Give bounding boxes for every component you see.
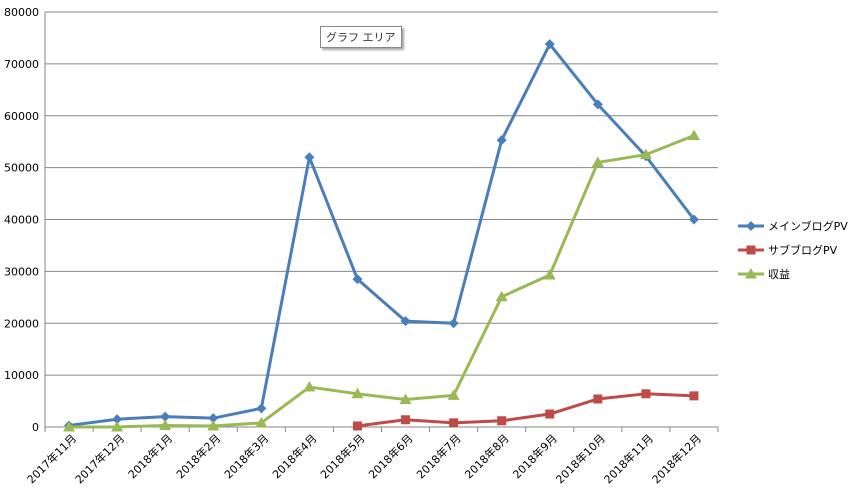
data-point — [496, 135, 507, 146]
y-tick-label: 0 — [32, 421, 39, 434]
x-tick-label: 2018年6月 — [365, 431, 415, 481]
x-tick-label: 2018年11月 — [601, 431, 656, 486]
chart-area-tooltip: グラフ エリア — [320, 26, 402, 48]
legend-label: 収益 — [768, 267, 790, 281]
y-tick-label: 70000 — [4, 58, 39, 71]
data-point — [497, 416, 507, 426]
x-tick-label: 2017年12月 — [72, 431, 127, 486]
x-tick-label: 2018年4月 — [269, 431, 319, 481]
x-tick-label: 2018年9月 — [510, 431, 560, 481]
data-point — [689, 391, 699, 401]
y-tick-label: 50000 — [4, 162, 39, 175]
data-point — [63, 421, 76, 432]
x-tick-label: 2018年12月 — [649, 431, 704, 486]
data-point — [448, 318, 459, 329]
data-point — [543, 269, 556, 280]
y-tick-label: 80000 — [4, 6, 39, 19]
legend-marker — [745, 268, 757, 279]
data-point — [641, 389, 651, 399]
data-point — [352, 421, 362, 431]
legend-label: サブブログPV — [768, 243, 838, 257]
data-point — [303, 381, 316, 392]
data-point — [159, 419, 172, 430]
series-line-3 — [69, 134, 695, 429]
x-tick-label: 2018年8月 — [462, 431, 512, 481]
data-point — [545, 409, 555, 419]
data-point — [111, 421, 124, 432]
data-point — [447, 389, 460, 400]
y-tick-label: 20000 — [4, 317, 39, 330]
y-tick-label: 10000 — [4, 369, 39, 382]
data-point — [449, 418, 459, 428]
x-tick-label: 2018年2月 — [173, 431, 223, 481]
data-point — [592, 99, 603, 110]
x-tick-label: 2017年11月 — [24, 431, 79, 486]
data-point — [400, 316, 411, 327]
data-point — [544, 39, 555, 50]
data-point — [208, 413, 219, 424]
data-point — [687, 129, 700, 140]
data-point — [688, 214, 699, 225]
data-point — [112, 414, 123, 425]
data-point — [639, 148, 652, 160]
data-point — [352, 274, 363, 285]
data-point — [495, 290, 508, 302]
data-point — [304, 152, 315, 163]
data-point — [160, 411, 171, 422]
data-point — [207, 419, 220, 431]
legend-label: メインブログPV — [768, 219, 848, 233]
y-tick-label: 40000 — [4, 214, 39, 227]
x-tick-label: 2018年1月 — [125, 431, 175, 481]
data-point — [351, 387, 364, 399]
series-line-2 — [357, 392, 695, 428]
data-point — [593, 394, 603, 404]
data-point — [401, 415, 411, 425]
legend-marker — [746, 245, 756, 255]
data-point — [591, 156, 604, 167]
data-point — [256, 403, 267, 414]
x-tick-label: 2018年7月 — [414, 431, 464, 481]
x-tick-label: 2018年10月 — [553, 431, 608, 486]
x-tick-label: 2018年3月 — [221, 431, 271, 481]
series-line-1 — [68, 42, 696, 427]
y-tick-label: 30000 — [4, 265, 39, 278]
legend-marker — [746, 221, 756, 231]
data-point — [255, 416, 268, 428]
y-tick-label: 60000 — [4, 110, 39, 123]
x-tick-label: 2018年5月 — [317, 431, 367, 481]
data-point — [399, 393, 412, 405]
